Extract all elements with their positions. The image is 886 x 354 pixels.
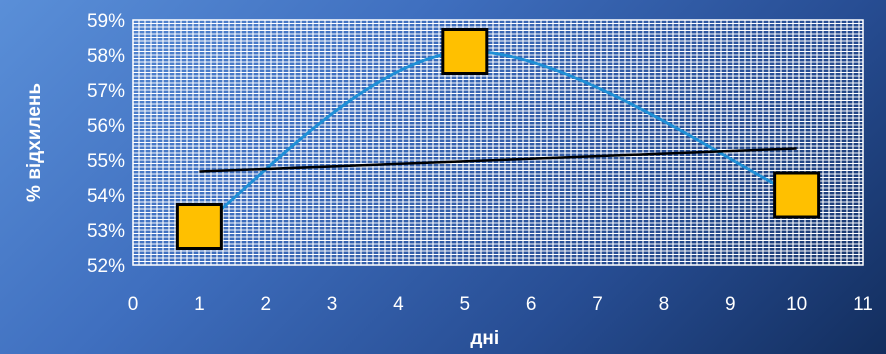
data-point-marker xyxy=(441,28,489,75)
y-tick-label: 57% xyxy=(87,81,125,102)
x-tick-label: 4 xyxy=(393,294,404,315)
gridlines xyxy=(132,19,864,266)
x-tick-label: 1 xyxy=(194,294,205,315)
x-tick-label: 9 xyxy=(725,294,736,315)
data-point-marker xyxy=(175,203,223,250)
x-tick-label: 5 xyxy=(460,294,471,315)
x-tick-label: 10 xyxy=(786,294,807,315)
y-tick-label: 53% xyxy=(87,221,125,242)
x-tick-label: 3 xyxy=(327,294,338,315)
x-tick-label: 11 xyxy=(853,294,873,315)
y-tick-label: 55% xyxy=(87,151,125,172)
x-tick-labels: 0 1 2 3 4 5 6 7 8 9 10 11 xyxy=(128,294,873,315)
x-tick-label: 0 xyxy=(128,294,139,315)
y-tick-label: 52% xyxy=(87,256,125,277)
y-tick-label: 54% xyxy=(87,186,125,207)
x-tick-label: 7 xyxy=(592,294,603,315)
x-tick-label: 6 xyxy=(526,294,537,315)
plot-border xyxy=(132,19,864,266)
y-tick-label: 56% xyxy=(87,116,125,137)
x-axis-title: дні xyxy=(470,328,499,349)
y-tick-label: 59% xyxy=(87,11,125,32)
y-tick-labels: 52% 53% 54% 55% 56% 57% 58% 59% xyxy=(87,11,125,277)
x-tick-label: 2 xyxy=(260,294,271,315)
x-tick-label: 8 xyxy=(659,294,670,315)
trend-line xyxy=(199,147,797,173)
data-point-marker xyxy=(773,171,821,219)
data-point-markers xyxy=(175,28,821,250)
y-axis-title: % відхилень xyxy=(24,83,45,202)
y-tick-label: 58% xyxy=(87,46,125,67)
